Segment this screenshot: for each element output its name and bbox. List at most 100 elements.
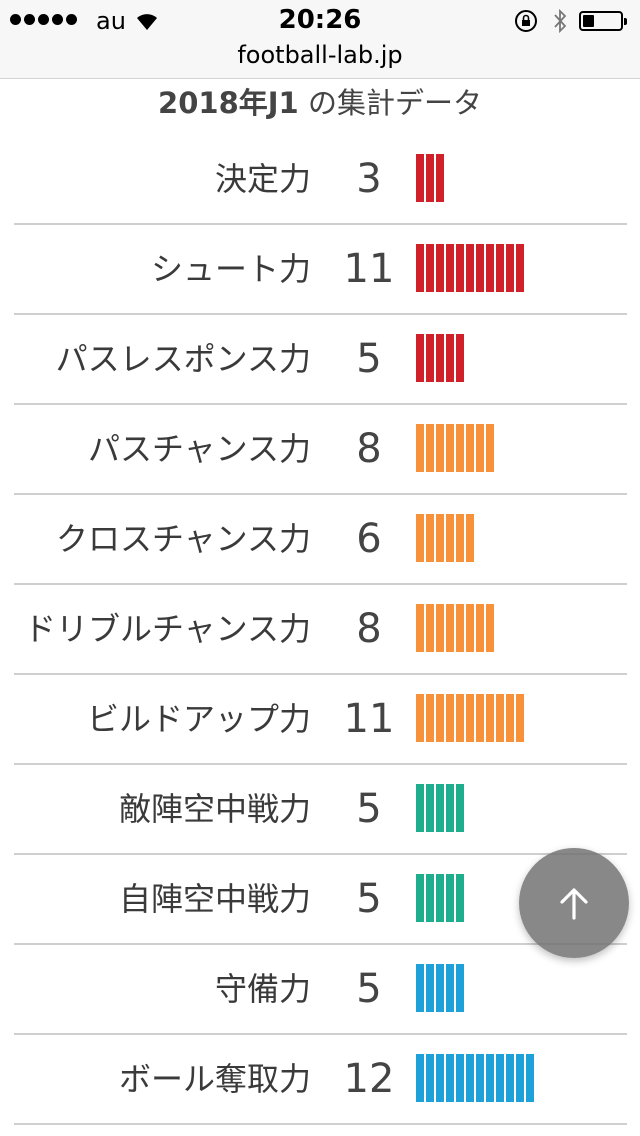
bar-segment [456, 964, 464, 1012]
stat-value: 12 [343, 1056, 395, 1102]
url-text: football-lab.jp [237, 41, 403, 69]
scroll-to-top-button[interactable] [519, 848, 629, 958]
stat-row: パスチャンス力 8 [14, 405, 627, 495]
bar-segment [526, 1054, 534, 1102]
bluetooth-icon [554, 8, 567, 34]
stat-label: 守備力 [214, 970, 311, 1008]
page-title-text: の集計データ [298, 86, 482, 120]
bar-segment [446, 694, 454, 742]
bar-segment [416, 424, 424, 472]
stat-bar [416, 424, 494, 472]
bar-segment [456, 874, 464, 922]
stat-value: 8 [356, 606, 382, 652]
rotation-lock-icon [515, 10, 537, 32]
stat-value: 5 [356, 876, 382, 922]
stat-label: ビルドアップ力 [86, 700, 311, 738]
bar-segment [426, 514, 434, 562]
bar-segment [426, 604, 434, 652]
bar-segment [456, 514, 464, 562]
stat-row: クロスチャンス力 6 [14, 495, 627, 585]
bar-segment [446, 244, 454, 292]
stat-row: ドリブルチャンス力 8 [14, 585, 627, 675]
bar-segment [446, 874, 454, 922]
page-title: 2018年J1 の集計データ [0, 80, 640, 126]
bar-segment [476, 244, 484, 292]
stat-row: 自陣空中戦力 5 [14, 855, 627, 945]
stat-bar [416, 694, 524, 742]
arrow-up-icon [560, 888, 588, 920]
stat-label: パスチャンス力 [87, 430, 311, 468]
stat-label: ドリブルチャンス力 [23, 610, 311, 648]
bar-segment [436, 334, 444, 382]
bar-segment [476, 604, 484, 652]
bar-segment [486, 604, 494, 652]
stat-value: 3 [356, 156, 382, 202]
bar-segment [436, 604, 444, 652]
stat-row: ボール奪取力 12 [14, 1035, 627, 1125]
bar-segment [466, 514, 474, 562]
bar-segment [446, 784, 454, 832]
stat-value: 5 [356, 336, 382, 382]
bar-segment [516, 1054, 524, 1102]
status-bar: au 20:26 [0, 0, 640, 40]
bar-segment [426, 964, 434, 1012]
bar-segment [426, 334, 434, 382]
bar-segment [426, 874, 434, 922]
bar-segment [446, 514, 454, 562]
stat-bar [416, 604, 494, 652]
bar-segment [466, 424, 474, 472]
bar-segment [456, 244, 464, 292]
stat-row: ビルドアップ力 11 [14, 675, 627, 765]
bar-segment [436, 154, 444, 202]
bar-segment [436, 964, 444, 1012]
bar-segment [486, 424, 494, 472]
stat-label: パスレスポンス力 [55, 340, 311, 378]
stat-label: 自陣空中戦力 [118, 880, 311, 918]
bar-segment [426, 784, 434, 832]
bar-segment [496, 244, 504, 292]
bar-segment [446, 334, 454, 382]
stat-value: 5 [356, 966, 382, 1012]
bar-segment [436, 424, 444, 472]
stats-list: 決定力 3 シュート力 11 パスレスポンス力 5 パスチャンス力 8 クロスチ… [14, 135, 627, 1125]
stat-bar [416, 154, 444, 202]
bar-segment [416, 604, 424, 652]
bar-segment [426, 244, 434, 292]
bar-segment [496, 1054, 504, 1102]
stat-bar [416, 244, 524, 292]
stat-value: 8 [356, 426, 382, 472]
stat-bar [416, 514, 474, 562]
bar-segment [456, 694, 464, 742]
bar-segment [416, 874, 424, 922]
address-bar[interactable]: football-lab.jp [0, 40, 640, 79]
bar-segment [486, 694, 494, 742]
bar-segment [456, 604, 464, 652]
bar-segment [446, 964, 454, 1012]
stat-bar [416, 334, 464, 382]
bar-segment [426, 1054, 434, 1102]
status-time: 20:26 [278, 5, 362, 35]
bar-segment [416, 784, 424, 832]
stat-label: 決定力 [214, 160, 311, 198]
bar-segment [456, 1054, 464, 1102]
bar-segment [476, 424, 484, 472]
carrier-name: au [96, 7, 126, 35]
page-title-year: 2018年J1 [158, 86, 299, 120]
stat-bar [416, 874, 464, 922]
stat-label: シュート力 [150, 250, 311, 288]
bar-segment [486, 244, 494, 292]
bar-segment [446, 1054, 454, 1102]
bar-segment [466, 244, 474, 292]
stat-value: 6 [356, 516, 382, 562]
stat-value: 11 [343, 246, 395, 292]
bar-segment [466, 604, 474, 652]
stat-row: 決定力 3 [14, 135, 627, 225]
bar-segment [516, 244, 524, 292]
bar-segment [456, 784, 464, 832]
stat-bar [416, 1054, 534, 1102]
bar-segment [436, 784, 444, 832]
bar-segment [516, 694, 524, 742]
bar-segment [416, 694, 424, 742]
bar-segment [446, 604, 454, 652]
battery-icon [579, 11, 627, 31]
